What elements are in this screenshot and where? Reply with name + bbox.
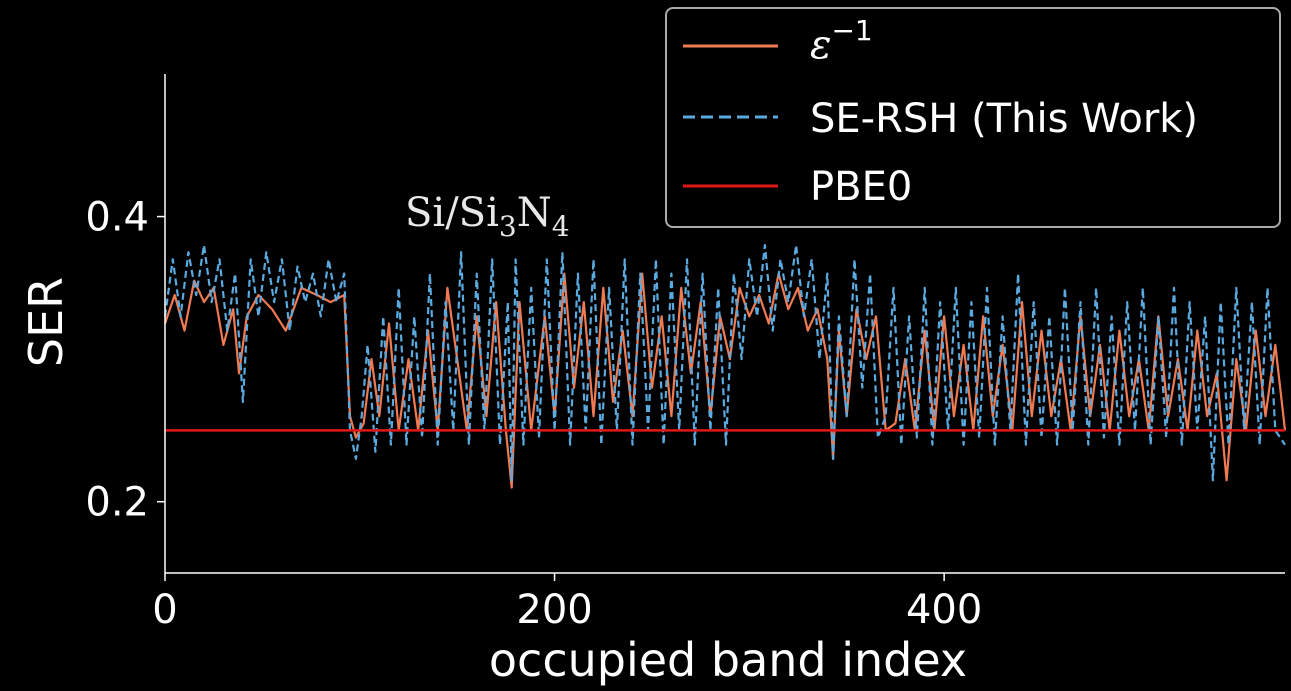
x-tick-label: 200 [516,587,592,633]
y-axis-label: SER [19,277,73,367]
legend: ε−1 SE-RSH (This Work) PBE0 [665,7,1281,228]
legend-box [665,7,1281,228]
legend-eps-superscript: −1 [831,14,872,47]
x-axis-label: occupied band index [489,633,967,687]
y-tick-label: 0.4 [85,195,149,241]
x-tick-label: 0 [152,587,177,633]
x-tick-label: 400 [906,587,982,633]
legend-label-eps-inv: ε−1 [810,14,873,68]
legend-label-pbe0: PBE0 [810,164,912,210]
legend-label-se-rsh: SE-RSH (This Work) [810,96,1198,142]
annotation-mid: N [517,190,552,236]
y-tick-label: 0.2 [85,480,149,526]
legend-eps-symbol: ε [810,22,831,68]
series-line-se-rsh [163,244,1286,482]
plot-area [163,244,1287,489]
x-ticks: 0 200 400 [152,573,982,633]
y-ticks: 0.2 0.4 [85,195,165,526]
annotation-sub1: 3 [499,210,517,243]
annotation-label: Si/Si3N4 [405,190,570,243]
annotation-base: Si/Si [405,190,499,236]
series-line-eps-inv [163,272,1287,489]
annotation-sub2: 4 [552,210,570,243]
